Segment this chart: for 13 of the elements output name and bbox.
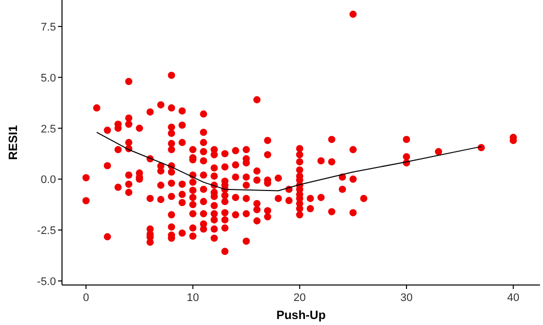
y-tick-label: 2.5 [40, 123, 56, 136]
x-tick-label: 0 [82, 292, 90, 304]
y-tick-label: -2.5 [37, 225, 56, 238]
y-tick-label: 7.5 [40, 21, 56, 34]
x-tick-label: 20 [294, 292, 306, 304]
y-tick-label: 0.0 [40, 174, 56, 186]
x-tick-label: 30 [400, 292, 413, 304]
y-axis-title: RESI1 [6, 124, 20, 160]
x-tick-label: 40 [507, 292, 520, 304]
x-axis-title: Push-Up [276, 308, 326, 322]
y-tick-label: -5.0 [37, 276, 56, 288]
x-tick-label: 10 [186, 292, 199, 304]
y-tick-label: 5.0 [40, 72, 56, 84]
